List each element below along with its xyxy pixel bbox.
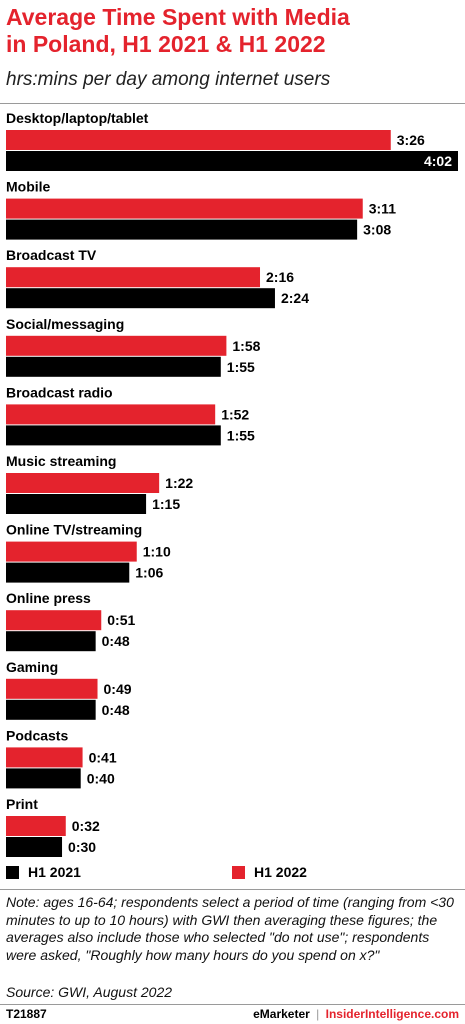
bar-h1-2021-music-streaming (6, 494, 147, 514)
bar-h1-2021-online-tv-streaming (6, 562, 130, 583)
bar-h1-2021-gaming (6, 699, 96, 720)
chart-title: Average Time Spent with Media in Poland,… (6, 4, 461, 58)
bar-h1-2021-online-press (6, 631, 96, 652)
bar-h1-2021-mobile (6, 219, 358, 240)
bar-h1-2021-social-messaging (6, 356, 221, 377)
header-divider (0, 103, 465, 104)
brand: eMarketer | InsiderIntelligence.com (253, 1004, 459, 1024)
bar-h1-2022-music-streaming (6, 473, 160, 493)
bar-h1-2022-desktop-laptop-tablet (6, 130, 391, 150)
value-label-h1-2021-print: 0:30 (68, 839, 96, 855)
bar-h1-2022-online-tv-streaming (6, 541, 137, 562)
bar-h1-2022-gaming (6, 678, 98, 699)
value-label-h1-2021-gaming: 0:48 (102, 702, 130, 718)
bar-chart: Desktop/laptop/tablet 3:26 4:02 Mobile 3:11 3… (6, 110, 458, 857)
bar-h1-2022-broadcast-tv (6, 267, 261, 288)
value-label-h1-2021-online-tv-streaming: 1:06 (135, 565, 163, 581)
category-label-print: Print (6, 796, 38, 812)
category-label-music-streaming: Music streaming (6, 453, 116, 469)
category-label-mobile: Mobile (6, 179, 51, 195)
bar-h1-2022-podcasts (6, 747, 83, 768)
value-label-h1-2021-podcasts: 0:40 (87, 770, 115, 786)
value-label-h1-2021-social-messaging: 1:55 (227, 359, 255, 375)
value-label-h1-2022-gaming: 0:49 (104, 681, 132, 697)
bar-h1-2022-mobile (6, 198, 363, 219)
category-label-podcasts: Podcasts (6, 727, 68, 743)
bar-h1-2021-print (6, 837, 63, 857)
category-label-gaming: Gaming (6, 659, 58, 675)
chart-source: Source: GWI, August 2022 (6, 984, 173, 1000)
notes-divider (0, 889, 465, 890)
value-label-h1-2021-mobile: 3:08 (363, 222, 391, 238)
chart-title-line1: Average Time Spent with Media (6, 4, 350, 30)
value-label-h1-2022-broadcast-tv: 2:16 (266, 269, 294, 285)
value-label-h1-2022-online-tv-streaming: 1:10 (143, 544, 171, 560)
brand-insider-intelligence: InsiderIntelligence.com (325, 1007, 459, 1021)
legend-item-h1-2021: H1 2021 (6, 860, 81, 884)
chart-title-line2: in Poland, H1 2021 & H1 2022 (6, 31, 326, 57)
value-label-h1-2021-desktop-laptop-tablet: 4:02 (424, 153, 452, 169)
bar-h1-2022-broadcast-radio (6, 404, 216, 425)
category-label-broadcast-tv: Broadcast TV (6, 247, 97, 263)
category-label-desktop-laptop-tablet: Desktop/laptop/tablet (6, 110, 149, 126)
footer-divider (0, 1004, 465, 1005)
bar-h1-2022-print (6, 816, 66, 836)
category-label-social-messaging: Social/messaging (6, 316, 124, 332)
value-label-h1-2022-online-press: 0:51 (107, 612, 135, 628)
footer: T21887 eMarketer | InsiderIntelligence.c… (0, 1004, 465, 1024)
legend-swatch-h1-2021 (6, 865, 19, 879)
brand-emarketer: eMarketer (253, 1007, 310, 1021)
category-label-online-tv-streaming: Online TV/streaming (6, 522, 142, 538)
value-label-h1-2022-podcasts: 0:41 (89, 749, 117, 765)
value-label-h1-2021-music-streaming: 1:15 (152, 496, 180, 512)
legend-label-h1-2021: H1 2021 (28, 864, 81, 880)
legend-swatch-h1-2022 (232, 865, 245, 879)
bar-h1-2022-social-messaging (6, 335, 227, 356)
chart-note: Note: ages 16-64; respondents select a p… (6, 894, 454, 963)
bar-h1-2021-broadcast-tv (6, 288, 275, 309)
category-label-broadcast-radio: Broadcast radio (6, 384, 113, 400)
bar-h1-2021-broadcast-radio (6, 425, 221, 446)
value-label-h1-2022-print: 0:32 (72, 818, 100, 834)
value-label-h1-2022-broadcast-radio: 1:52 (221, 406, 249, 422)
bar-h1-2022-online-press (6, 610, 102, 631)
value-label-h1-2022-social-messaging: 1:58 (232, 338, 260, 354)
legend-item-h1-2022: H1 2022 (232, 860, 307, 884)
value-label-h1-2021-broadcast-radio: 1:55 (227, 427, 255, 443)
value-label-h1-2022-music-streaming: 1:22 (165, 475, 193, 491)
chart-id: T21887 (6, 1007, 47, 1021)
value-label-h1-2022-mobile: 3:11 (369, 201, 396, 217)
chart-subtitle: hrs:mins per day among internet users (6, 69, 331, 90)
bar-h1-2021-desktop-laptop-tablet (6, 151, 458, 171)
value-label-h1-2021-online-press: 0:48 (102, 633, 130, 649)
chart-legend: H1 2021 H1 2022 (6, 860, 461, 884)
category-label-online-press: Online press (6, 590, 91, 606)
value-label-h1-2021-broadcast-tv: 2:24 (281, 290, 309, 306)
brand-separator: | (316, 1007, 320, 1021)
value-label-h1-2022-desktop-laptop-tablet: 3:26 (397, 132, 425, 148)
legend-label-h1-2022: H1 2022 (254, 864, 307, 880)
bar-h1-2021-podcasts (6, 768, 81, 789)
